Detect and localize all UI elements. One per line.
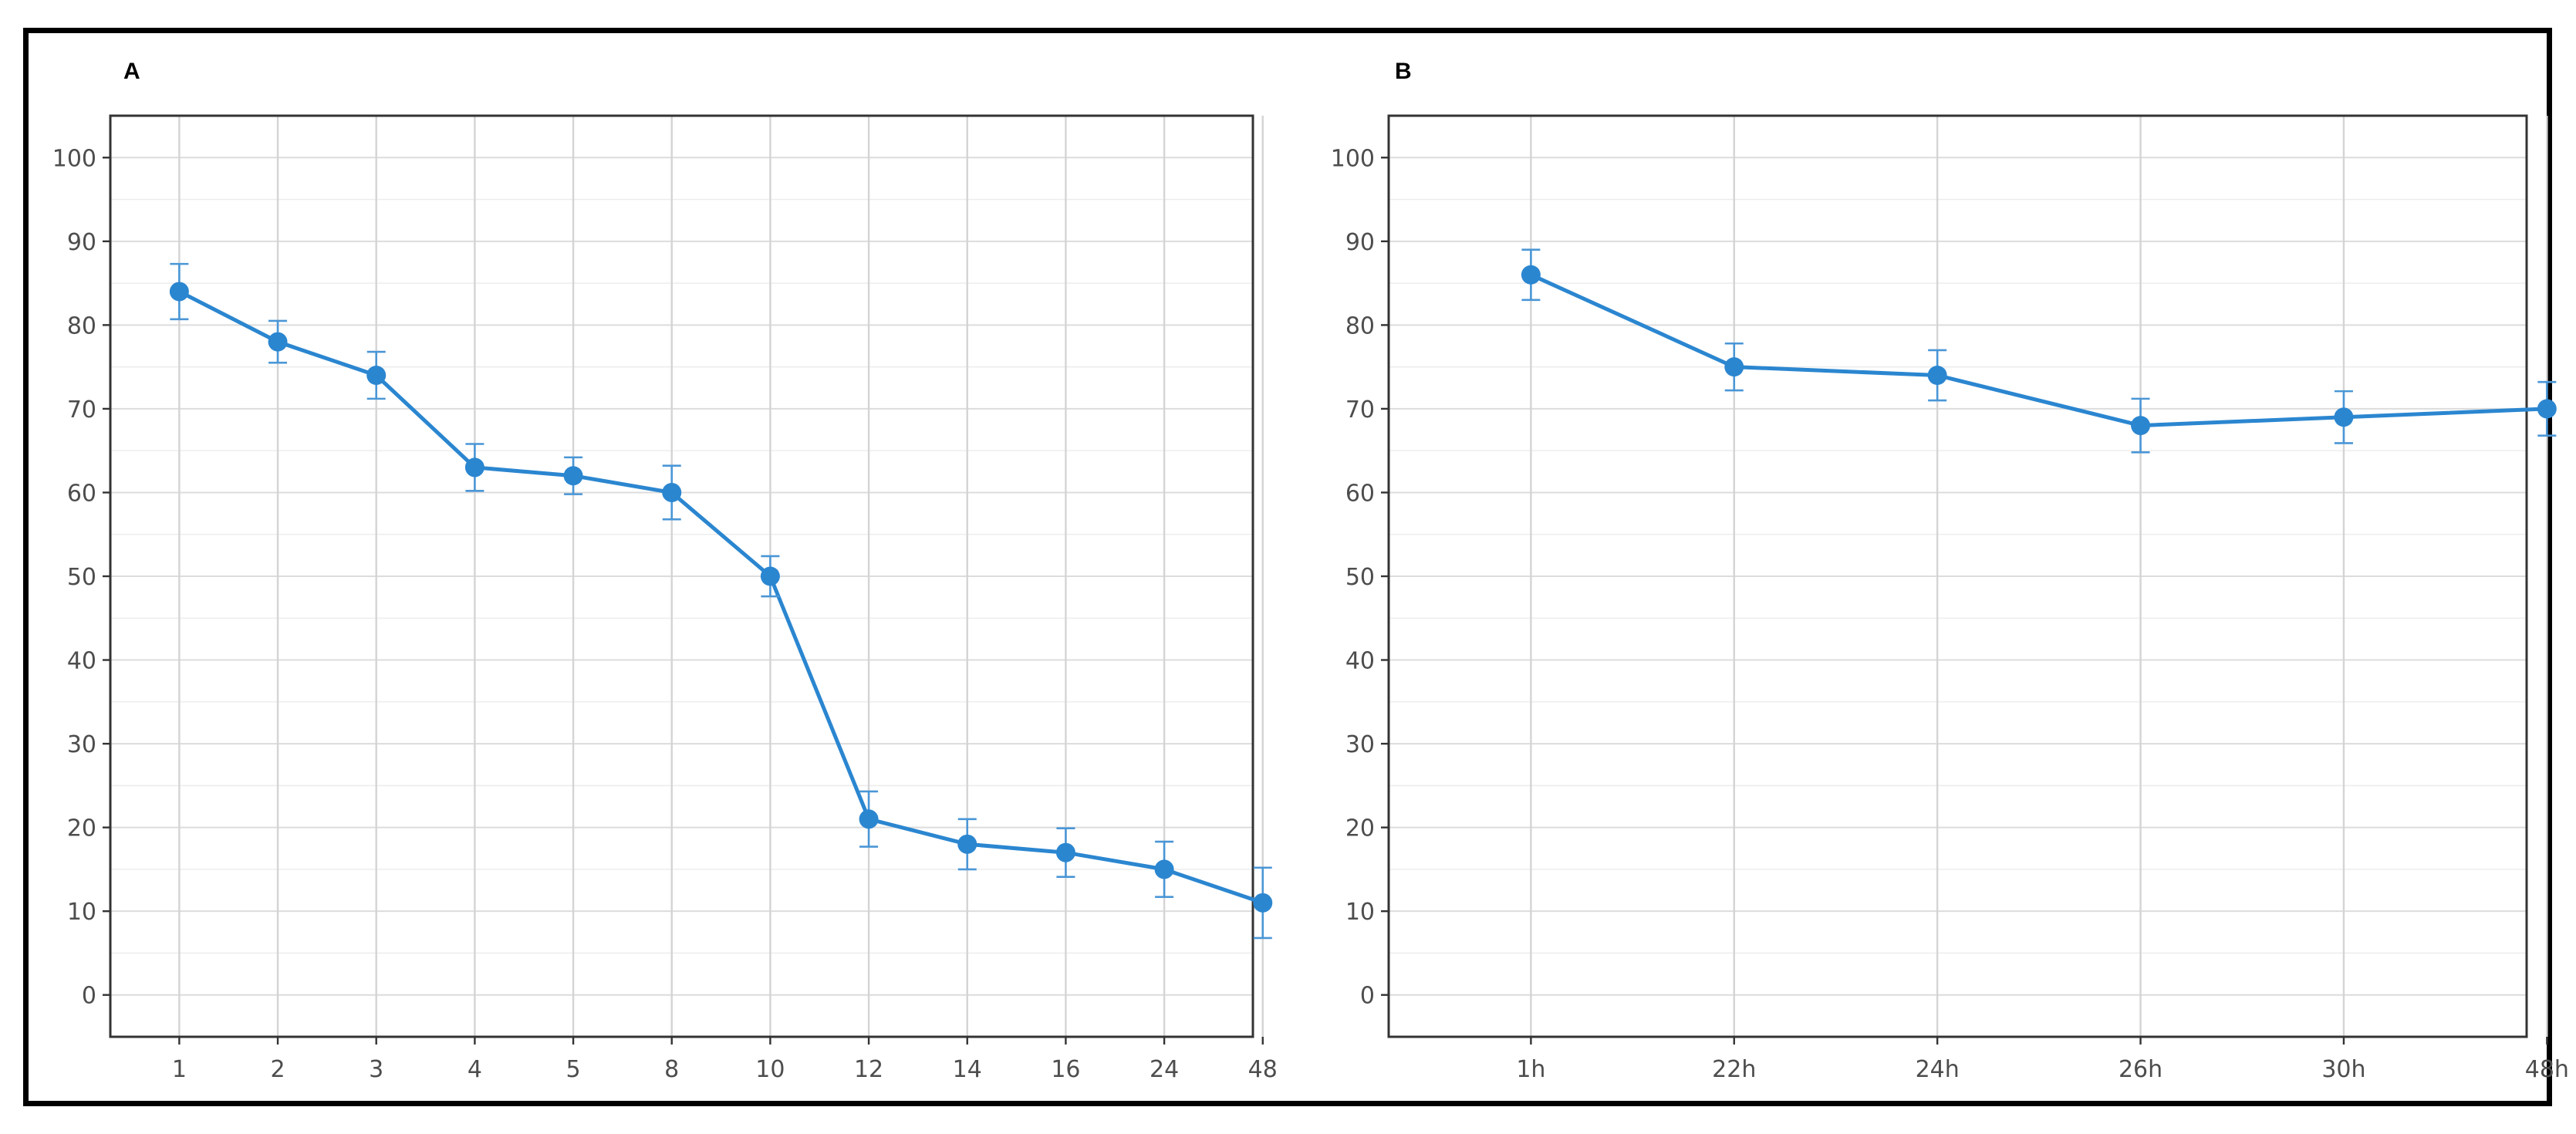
x-tick-label: 48h [2525,1056,2569,1083]
y-tick-label: 60 [67,480,96,507]
y-tick-label: 30 [67,731,96,758]
panel-label: B [1395,59,1412,84]
plot-area [109,114,1254,1038]
data-point [760,566,780,586]
data-point [169,282,189,302]
data-point [1055,842,1075,862]
x-tick-label: 5 [566,1056,581,1083]
data-point [1927,365,1947,385]
x-tick-label: 22h [1712,1056,1756,1083]
data-point [957,834,977,854]
x-tick-label: 24h [1916,1056,1960,1083]
x-tick-label: 10 [755,1056,785,1083]
data-point [1253,893,1273,913]
data-point [366,365,387,385]
data-point [2537,399,2557,419]
y-tick-label: 80 [1345,312,1375,339]
data-point [268,332,288,352]
y-tick-label: 80 [67,312,96,339]
data-point [464,457,484,478]
y-tick-label: 100 [1331,145,1375,172]
x-tick-label: 48 [1248,1056,1278,1083]
y-tick-label: 90 [67,229,96,256]
y-tick-label: 50 [67,564,96,591]
data-point [859,809,879,829]
y-tick-label: 70 [1345,397,1375,424]
data-point [1724,357,1744,377]
x-tick-label: 14 [953,1056,982,1083]
x-tick-label: 4 [468,1056,482,1083]
y-tick-label: 70 [67,397,96,424]
x-tick-label: 2 [270,1056,285,1083]
data-point [2131,416,2151,436]
y-tick-label: 40 [67,648,96,675]
data-point [662,482,682,502]
data-point [563,466,583,486]
data-point [2334,407,2354,427]
y-tick-label: 100 [52,145,96,172]
x-tick-label: 3 [369,1056,383,1083]
x-tick-label: 16 [1051,1056,1080,1083]
data-point [1521,265,1541,285]
y-tick-label: 10 [1345,899,1375,926]
y-tick-label: 0 [1360,983,1375,1010]
panel-b: B 0 10 20 30 40 50 60 70 80 90 100 1h 22h 24h 26h 30h 48h [1331,59,2569,1083]
series-line [1528,272,2549,428]
y-tick-label: 60 [1345,480,1375,507]
plot-area [1387,114,2528,1038]
figure-frame [23,28,2552,1106]
y-tick-label: 40 [1345,648,1375,675]
y-tick-label: 20 [1345,815,1375,842]
series-line [177,289,1265,905]
y-tick-label: 30 [1345,731,1375,758]
x-tick-label: 24 [1150,1056,1179,1083]
y-tick-label: 20 [67,815,96,842]
x-tick-label: 1 [172,1056,187,1083]
x-tick-label: 12 [854,1056,883,1083]
x-tick-label: 30h [2321,1056,2365,1083]
x-tick-label: 1h [1516,1056,1545,1083]
y-tick-label: 10 [67,899,96,926]
y-tick-label: 50 [1345,564,1375,591]
data-point [1154,859,1174,879]
x-tick-label: 8 [664,1056,679,1083]
y-tick-label: 0 [82,983,96,1010]
panel-label: A [123,59,140,84]
y-tick-label: 90 [1345,229,1375,256]
x-tick-label: 26h [2119,1056,2162,1083]
